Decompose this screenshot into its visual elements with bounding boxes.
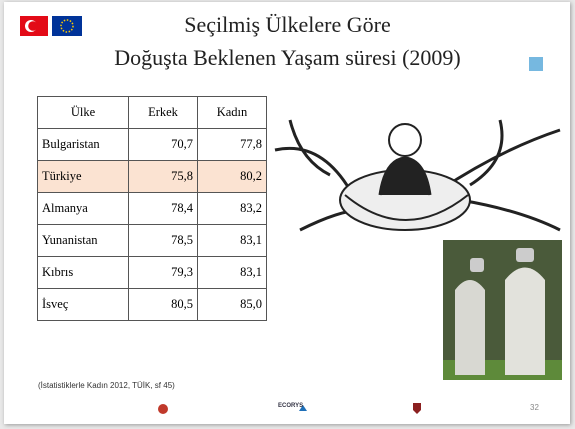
page-number: 32 bbox=[530, 403, 539, 412]
table-cell: Bulgaristan bbox=[37, 128, 129, 161]
photo bbox=[443, 240, 562, 380]
table-cell: Almanya bbox=[37, 192, 129, 225]
table-row: Bulgaristan 70,7 77,8 bbox=[37, 128, 267, 161]
table-cell: 79,3 bbox=[128, 256, 198, 289]
cartoon bbox=[271, 80, 562, 262]
table-cell: 78,4 bbox=[128, 192, 198, 225]
table-cell: Türkiye bbox=[37, 160, 129, 193]
source-note: (İstatistiklerle Kadın 2012, TÜİK, sf 45… bbox=[38, 381, 175, 390]
table-cell: 77,8 bbox=[197, 128, 267, 161]
column-header: Kadın bbox=[197, 96, 267, 129]
table-cell: Kıbrıs bbox=[37, 256, 129, 289]
table-cell: 78,5 bbox=[128, 224, 198, 257]
column-header: Ülke bbox=[37, 96, 129, 129]
title: Doğuşta Beklenen Yaşam süresi (2009) bbox=[114, 45, 461, 70]
ecorys-mark bbox=[299, 405, 307, 411]
bottom-logo bbox=[158, 404, 168, 414]
crescent-cut bbox=[28, 21, 38, 31]
table-cell: 83,1 bbox=[197, 224, 267, 257]
table-cell: 83,1 bbox=[197, 256, 267, 289]
table-cell: Yunanistan bbox=[37, 224, 129, 257]
table-row: Kıbrıs 79,3 83,1 bbox=[37, 256, 267, 289]
life-table: Ülke Erkek Kadın Bulgaristan 70,7 77,8 Türk… bbox=[37, 96, 267, 321]
table-cell: 83,2 bbox=[197, 192, 267, 225]
table-cell: İsveç bbox=[37, 288, 129, 321]
shield-logo bbox=[413, 403, 421, 414]
table-row: Türkiye 75,8 80,2 bbox=[37, 160, 267, 193]
logo-text: ECORYS bbox=[278, 403, 304, 409]
table-cell: 85,0 bbox=[197, 288, 267, 321]
eu-stars bbox=[60, 19, 74, 33]
table-cell: 80,5 bbox=[128, 288, 198, 321]
table-row: Almanya 78,4 83,2 bbox=[37, 192, 267, 225]
table-row: Yunanistan 78,5 83,1 bbox=[37, 224, 267, 257]
table-row: İsveç 80,5 85,0 bbox=[37, 288, 267, 321]
column-header: Erkek bbox=[128, 96, 198, 129]
logo bbox=[529, 57, 543, 71]
table-cell: 70,7 bbox=[128, 128, 198, 161]
table-cell: 80,2 bbox=[197, 160, 267, 193]
title: Seçilmiş Ülkelere Göre bbox=[184, 12, 391, 37]
eu-flag bbox=[52, 16, 82, 36]
table-cell: 75,8 bbox=[128, 160, 198, 193]
